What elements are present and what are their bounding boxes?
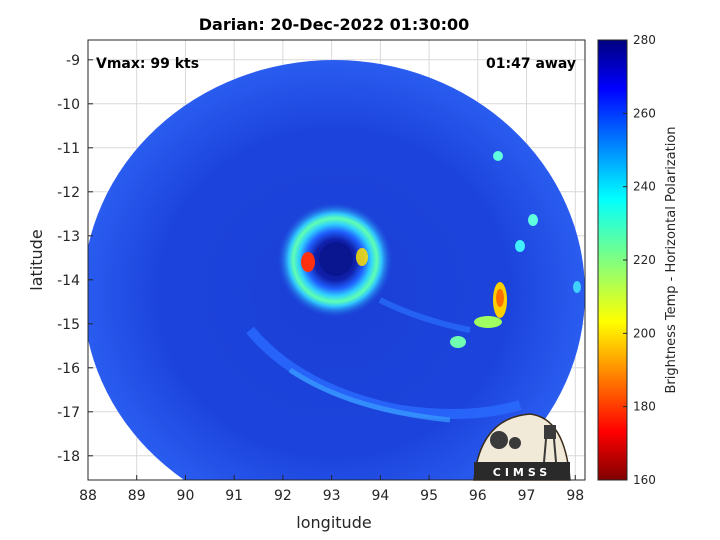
x-tick-label: 90 — [177, 488, 195, 504]
chart-title: Darian: 20-Dec-2022 01:30:00 — [199, 15, 469, 34]
eyewall-hotspot-west — [301, 252, 315, 272]
colorbar-tick-label: 160 — [633, 473, 656, 487]
colorbar-label: Brightness Temp - Horizontal Polarizatio… — [664, 126, 679, 393]
x-tick-label: 93 — [323, 488, 341, 504]
x-tick-label: 88 — [79, 488, 97, 504]
colorbar — [597, 39, 628, 481]
y-tick-label: -15 — [57, 317, 80, 333]
y-tick-label: -17 — [57, 405, 80, 421]
y-axis-ticks: -9 -10 -11 -12 -13 -14 -15 -16 -17 -18 — [57, 53, 93, 465]
x-tick-label: 97 — [518, 488, 536, 504]
colorbar-tick-label: 200 — [633, 326, 656, 340]
x-axis-label: longitude — [296, 513, 371, 532]
x-tick-label: 95 — [420, 488, 438, 504]
colorbar-ticks: 160 180 200 220 240 260 280 — [623, 33, 656, 487]
y-tick-label: -10 — [57, 97, 80, 113]
convective-cells — [450, 151, 581, 348]
colorbar-tick-label: 280 — [633, 33, 656, 47]
x-tick-label: 96 — [469, 488, 487, 504]
colorbar-tick-label: 240 — [633, 180, 656, 194]
y-tick-label: -13 — [57, 229, 80, 245]
x-tick-label: 91 — [225, 488, 243, 504]
plot-frame — [87, 39, 586, 481]
y-tick-label: -16 — [57, 361, 80, 377]
time-away-annotation: 01:47 away — [486, 56, 576, 72]
x-tick-label: 94 — [371, 488, 389, 504]
eyewall-hotspot-east — [356, 248, 368, 266]
logo-text: CIMSS — [493, 466, 551, 479]
storm-eye — [319, 242, 353, 276]
vmax-annotation: Vmax: 99 kts — [96, 56, 199, 72]
y-tick-label: -9 — [66, 53, 80, 69]
colorbar-tick-label: 260 — [633, 106, 656, 120]
colorbar-tick-label: 180 — [633, 400, 656, 414]
y-tick-label: -18 — [57, 449, 80, 465]
y-tick-label: -12 — [57, 185, 80, 201]
x-axis-ticks: 88 89 90 91 92 93 94 95 96 97 98 — [79, 475, 584, 504]
x-tick-label: 92 — [274, 488, 292, 504]
cimss-logo: CIMSS — [473, 413, 571, 481]
rain-bands — [246, 297, 522, 423]
y-axis-label: latitude — [27, 229, 46, 290]
colorbar-tick-label: 220 — [633, 253, 656, 267]
x-tick-label: 98 — [566, 488, 584, 504]
y-tick-label: -11 — [57, 141, 80, 157]
y-tick-label: -14 — [57, 273, 80, 289]
x-tick-label: 89 — [128, 488, 146, 504]
